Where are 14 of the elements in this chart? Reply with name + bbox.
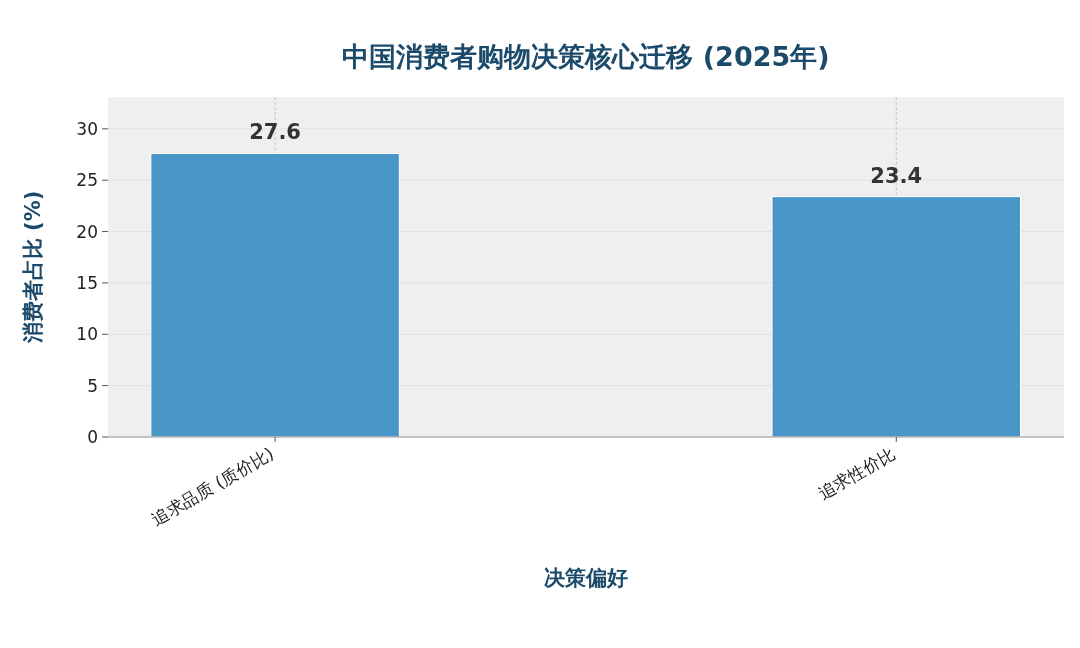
data-label: 23.4 <box>870 163 923 188</box>
y-tick-label: 0 <box>87 427 98 447</box>
y-tick-label: 25 <box>76 170 98 191</box>
y-tick-label: 15 <box>76 272 98 293</box>
y-tick-label: 10 <box>76 324 98 345</box>
x-tick-label: 追求性价比 <box>814 443 899 503</box>
x-axis-title: 决策偏好 <box>544 566 628 590</box>
chart-title: 中国消费者购物决策核心迁移 (2025年) <box>342 41 830 72</box>
y-tick-label: 5 <box>87 375 98 396</box>
y-tick-label: 20 <box>76 221 98 242</box>
data-label: 27.6 <box>249 120 302 145</box>
y-axis-title: 消费者占比 (%) <box>21 190 45 345</box>
y-tick-label: 30 <box>76 118 98 139</box>
x-tick-label: 追求品质 (质价比) <box>147 443 278 530</box>
